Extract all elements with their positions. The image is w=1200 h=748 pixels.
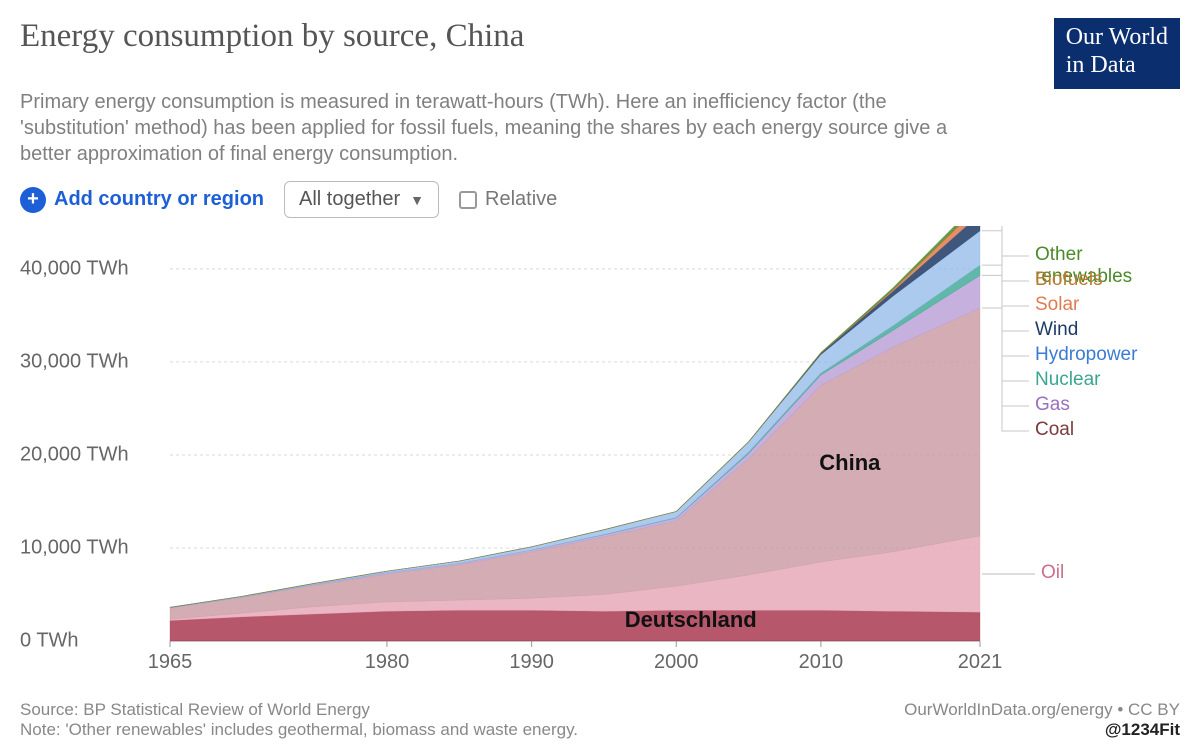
chart-svg [20,226,1180,686]
add-country-label: Add country or region [54,188,264,211]
x-tick-label: 1990 [509,651,554,674]
legend-item[interactable]: Wind [1035,319,1078,341]
y-tick-label: 0 TWh [20,630,79,653]
source-line: Source: BP Statistical Review of World E… [20,700,578,720]
footer: Source: BP Statistical Review of World E… [20,700,1180,740]
legend-item[interactable]: Hydropower [1035,344,1137,366]
owid-logo: Our World in Data [1054,18,1180,89]
y-tick-label: 10,000 TWh [20,537,129,560]
chart-title: Energy consumption by source, China [20,18,524,55]
x-tick-label: 1980 [365,651,410,674]
chart-area: 0 TWh 10,000 TWh 20,000 TWh 30,000 TWh 40,00… [20,226,1180,686]
checkbox-icon [459,191,477,209]
annotation: China [819,450,880,476]
mode-label: All together [299,188,400,211]
controls-row: + Add country or region All together ▼ R… [20,181,1180,218]
y-tick-label: 30,000 TWh [20,351,129,374]
note-line: Note: 'Other renewables' includes geothe… [20,720,578,740]
handle: @1234Fit [904,720,1180,740]
attribution: OurWorldInData.org/energy • CC BY [904,700,1180,720]
add-country-button[interactable]: + Add country or region [20,187,264,213]
relative-label: Relative [485,188,557,211]
mode-dropdown[interactable]: All together ▼ [284,181,439,218]
legend-item[interactable]: Nuclear [1035,369,1100,391]
chart-subtitle: Primary energy consumption is measured i… [20,89,980,167]
legend-item[interactable]: Coal [1035,419,1074,441]
relative-toggle[interactable]: Relative [459,188,557,211]
x-tick-label: 1965 [148,651,193,674]
plus-icon: + [20,187,46,213]
legend-oil[interactable]: Oil [1041,562,1064,584]
legend-item[interactable]: Gas [1035,394,1070,416]
chevron-down-icon: ▼ [410,192,424,208]
x-tick-label: 2010 [799,651,844,674]
x-tick-label: 2021 [958,651,1003,674]
legend-item[interactable]: Biofuels [1035,269,1103,291]
y-tick-label: 40,000 TWh [20,258,129,281]
x-tick-label: 2000 [654,651,699,674]
annotation: Deutschland [625,607,757,633]
y-tick-label: 20,000 TWh [20,444,129,467]
legend-item[interactable]: Solar [1035,294,1079,316]
